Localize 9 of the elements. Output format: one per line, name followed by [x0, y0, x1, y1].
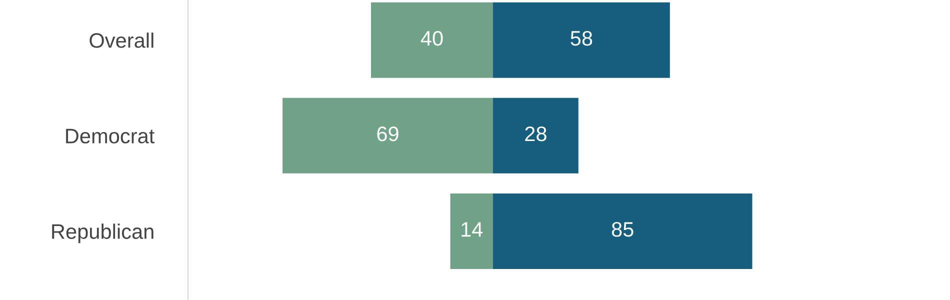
y-tick-label: Democrat — [66, 128, 155, 144]
y-tick-label: Republican — [52, 224, 154, 244]
data-label: 85 — [612, 222, 634, 237]
data-label: 69 — [377, 126, 398, 142]
y-tick-label: Overall — [90, 32, 154, 48]
data-label: 28 — [525, 126, 546, 142]
data-label: 58 — [570, 30, 592, 46]
data-label: 40 — [420, 30, 443, 46]
data-label: 14 — [462, 222, 483, 237]
